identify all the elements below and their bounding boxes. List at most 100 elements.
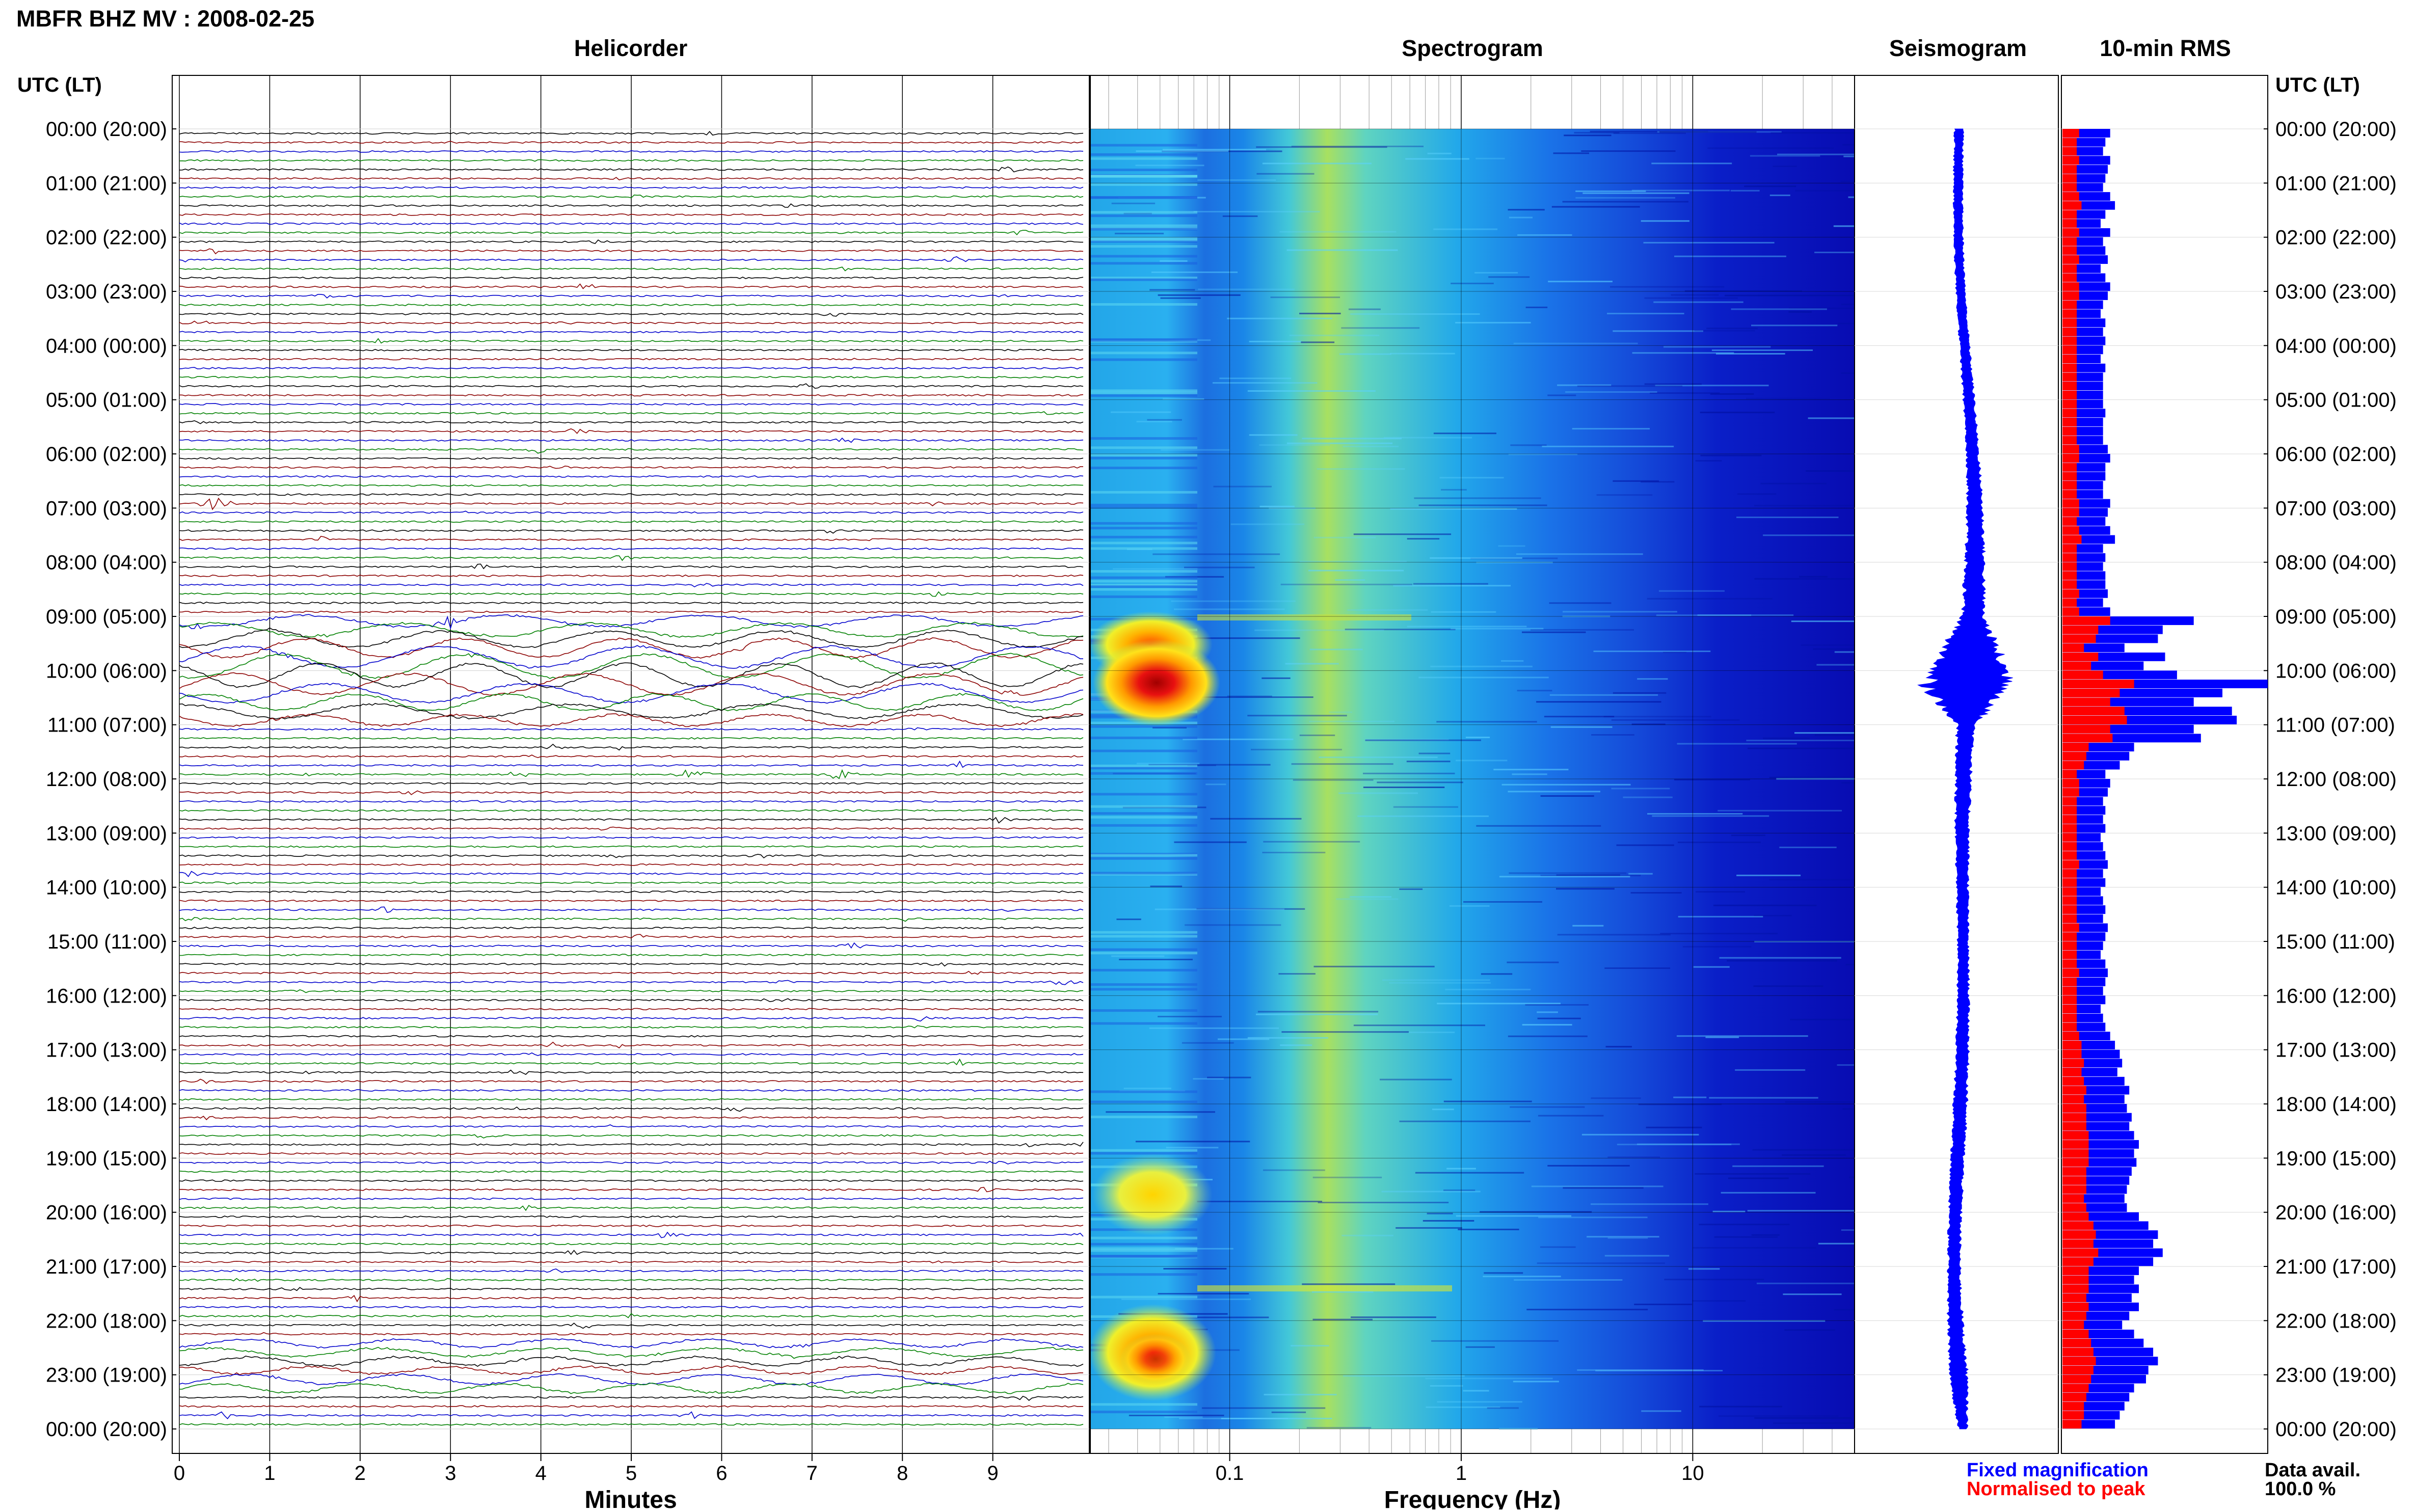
spectrogram-texture [1123,1088,1171,1089]
spectrogram-texture [1577,1369,1704,1371]
helicorder-x-tick-label: 4 [535,1462,546,1484]
spectrogram-texture [1413,583,1488,585]
spectrogram-texture [1090,816,1197,819]
helicorder-trace [179,754,1084,759]
rms-bar-normalised [2062,1384,2089,1393]
spectrogram-texture [1456,760,1508,762]
spectrogram-texture [1090,278,1197,281]
spectrogram-texture [1301,341,1335,343]
spectrogram-texture [1663,651,1687,653]
spectrogram-texture [1090,1295,1197,1299]
spectrogram-texture [1651,163,1732,165]
spectrogram-texture [1590,130,1708,132]
time-label-left: 20:00 (16:00) [46,1202,167,1224]
rms-bar-normalised [2062,553,2077,562]
spectrogram-texture [1182,1042,1234,1044]
spectrogram-texture [1456,1215,1571,1217]
time-label-right: 12:00 (08:00) [2275,768,2397,791]
spectrogram-texture [1443,1100,1532,1102]
spectrogram-texture [1508,1035,1588,1037]
spectrogram-texture [1306,1427,1372,1429]
spectrogram-texture [1195,1349,1240,1351]
spectrogram-texture [1509,872,1627,874]
helicorder-trace [179,1346,1084,1359]
spectrogram-texture [1845,964,1855,965]
rms-bar-normalised [2062,571,2077,580]
rms-bar-normalised [2062,1113,2086,1122]
spectrogram-texture [1119,959,1193,960]
spectrogram-texture [1381,1191,1481,1193]
helicorder-trace [179,1058,1084,1066]
spectrogram-texture [1110,411,1171,413]
rms-bar-normalised [2062,1149,2089,1158]
rms-bar-normalised [2062,607,2079,616]
spectrogram-texture [1563,1187,1644,1189]
spectrogram-texture [1718,1415,1839,1417]
time-label-right: 07:00 (03:00) [2275,497,2397,520]
spectrogram-texture [1577,385,1683,387]
rms-bar-normalised [2062,436,2077,445]
spectrogram-texture [1538,1217,1648,1219]
spectrogram-texture [1221,1418,1332,1419]
rms-bar-normalised [2062,1284,2089,1293]
helicorder-trace [179,194,1084,199]
spectrogram-texture [1149,289,1195,291]
rms-bar-normalised [2062,634,2096,643]
helicorder-trace [179,1152,1084,1155]
spectrogram-texture [1607,1156,1660,1158]
spectrogram-texture [1090,224,1197,227]
time-label-right: 05:00 (01:00) [2275,389,2397,412]
spectrogram-texture [1210,818,1302,820]
spectrogram-texture [1841,782,1855,784]
spectrogram-texture [1390,353,1455,355]
spectrogram-texture [1281,1031,1409,1033]
helicorder-trace [179,1098,1084,1101]
spectrogram-texture [1121,1299,1251,1300]
spectrogram-texture [1611,788,1670,790]
time-label-right: 10:00 (06:00) [2275,660,2397,682]
helicorder-trace [179,1142,1084,1147]
spectrogram-texture [1407,538,1440,540]
rms-bar-normalised [2062,625,2099,634]
helicorder-trace [179,790,1084,795]
helicorder-trace [179,1016,1084,1022]
helicorder-trace [179,1008,1084,1011]
rms-bar-normalised [2062,1022,2077,1032]
spectrogram-texture [1129,1415,1224,1416]
spectrogram-texture [1656,614,1752,616]
spectrogram-texture [1357,815,1489,817]
spectrogram-texture [1343,1375,1465,1377]
helicorder-trace [179,159,1084,162]
rms-bar-normalised [2062,770,2077,779]
spectrogram-texture [1116,919,1141,921]
rms-bar-normalised [2062,183,2077,192]
rms-bar-normalised [2062,300,2077,309]
time-label-right: 19:00 (15:00) [2275,1147,2397,1170]
spectrogram-texture [1423,1220,1474,1222]
spectrogram-texture [1426,1406,1500,1408]
spectrogram-texture [1443,1189,1475,1191]
spectrogram-texture [1183,738,1294,740]
spectrogram-texture [1747,1210,1855,1212]
spectrogram-texture [1302,1283,1396,1285]
utc-label-left: UTC (LT) [17,74,102,96]
spectrogram-texture [1338,792,1418,794]
spectrogram-texture [1746,740,1855,741]
spectrogram-texture [1678,842,1761,843]
time-label-left: 06:00 (02:00) [46,443,167,466]
rms-bar-normalised [2062,851,2077,860]
spectrogram-texture [1484,1272,1523,1274]
rms-bar-normalised [2062,1013,2077,1022]
helicorder-trace [179,130,1084,136]
spectrogram-texture [1628,873,1653,875]
spectrogram-texture [1312,1318,1373,1320]
rms-bar-normalised [2062,1411,2084,1420]
spectrogram-texture [1353,533,1452,535]
spectrogram-texture [1090,506,1197,509]
time-label-right: 09:00 (05:00) [2275,606,2397,628]
spectrogram-texture [1808,417,1855,419]
time-label-left: 23:00 (19:00) [46,1364,167,1387]
time-label-right: 18:00 (14:00) [2275,1093,2397,1116]
spectrogram-texture [1111,955,1165,957]
spectrogram-x-tick-label: 1 [1456,1462,1467,1484]
